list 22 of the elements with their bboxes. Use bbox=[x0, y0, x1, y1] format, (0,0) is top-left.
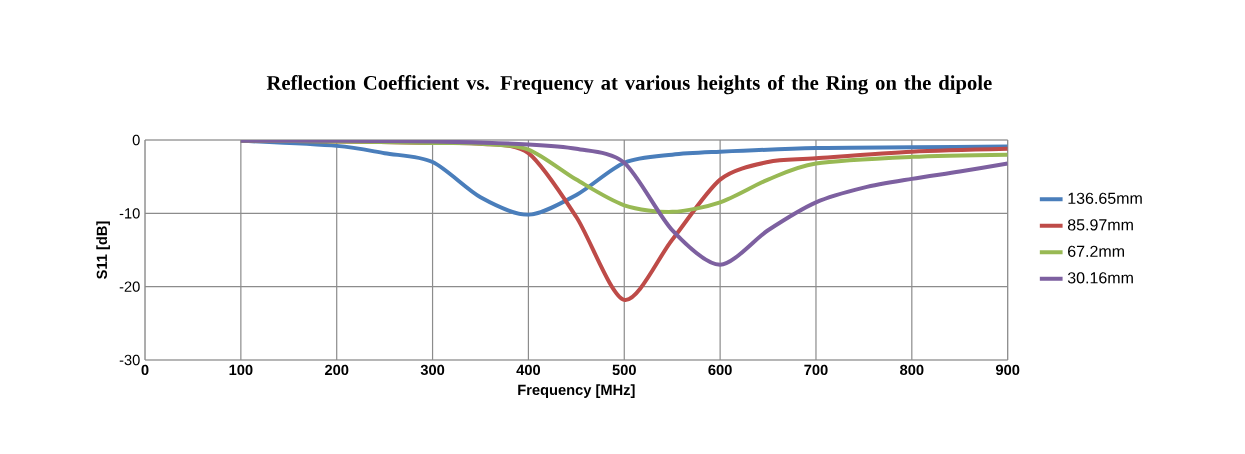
y-tick-label: 0 bbox=[132, 134, 140, 146]
x-tick-label: 800 bbox=[900, 364, 924, 376]
y-axis-title: S11 [dB] bbox=[96, 221, 110, 279]
y-tick-label: -10 bbox=[119, 208, 140, 219]
x-axis-title: Frequency [MHz] bbox=[518, 384, 635, 398]
x-tick-label: 100 bbox=[229, 364, 253, 376]
legend-label: 136.65mm bbox=[1068, 192, 1142, 204]
legend-label: 30.16mm bbox=[1067, 272, 1133, 284]
x-tick-label: 0 bbox=[141, 364, 149, 376]
legend-label: 67.2mm bbox=[1068, 245, 1124, 257]
x-tick-label: 300 bbox=[420, 364, 445, 376]
x-tick-label: 400 bbox=[516, 364, 541, 376]
legend-label: 85.97mm bbox=[1067, 219, 1133, 231]
line-series bbox=[238, 140, 1008, 267]
x-tick-label: 600 bbox=[708, 364, 732, 376]
x-tick-label: 700 bbox=[804, 364, 828, 376]
y-tick-label: -30 bbox=[119, 354, 140, 366]
chart-title: Reflection Coefficient vs. Frequency at various heights of the Ring on the dipole bbox=[266, 75, 992, 95]
x-tick-label: 900 bbox=[995, 364, 1020, 376]
x-tick-label: 500 bbox=[612, 364, 636, 376]
x-tick-label: 200 bbox=[324, 364, 349, 376]
y-tick-label: -20 bbox=[119, 281, 140, 292]
